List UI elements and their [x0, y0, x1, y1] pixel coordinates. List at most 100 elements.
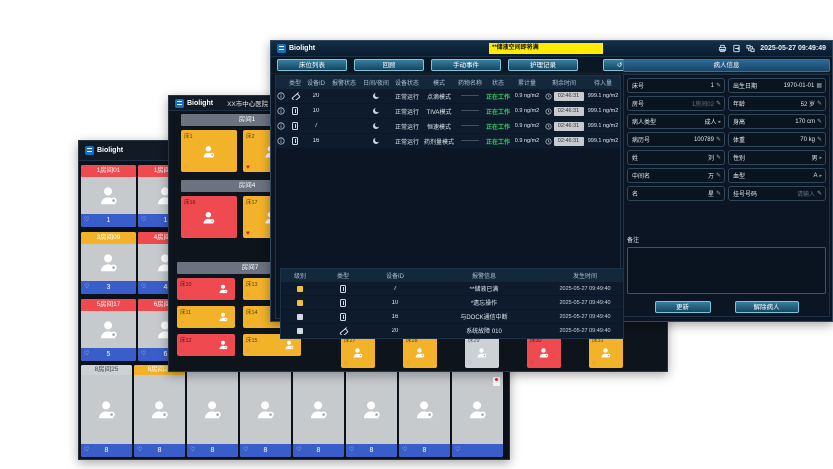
- field-edit-icon[interactable]: [817, 191, 822, 197]
- room-card[interactable]: ♡ 8: [187, 365, 238, 457]
- field-edit-icon[interactable]: [817, 101, 822, 107]
- field-edit-icon[interactable]: [819, 155, 822, 161]
- remaining-time: 02:46:31: [553, 91, 584, 101]
- heart-icon: ♡: [141, 217, 147, 223]
- field-label: 年龄: [733, 102, 746, 108]
- room-card[interactable]: 1房间01 ♡ 1: [81, 165, 136, 227]
- room-card[interactable]: 3房间09 ♡ 3: [81, 232, 136, 294]
- field-value: 男: [811, 156, 818, 162]
- patient-field[interactable]: 血型 A: [728, 168, 826, 183]
- patient-field[interactable]: 性别 男: [728, 150, 826, 165]
- bed-card[interactable]: 床11 ♡ ♥: [177, 306, 235, 328]
- room-card[interactable]: 8房间25 ♡ 8: [81, 365, 132, 457]
- device-column-header: 待入量: [593, 81, 612, 87]
- bed-card[interactable]: 床27 ♡ ♥: [341, 334, 375, 368]
- room-card[interactable]: ♡ 8: [399, 365, 450, 457]
- to-infuse-value: 999.1 ng/m2: [587, 123, 619, 129]
- update-button[interactable]: 更新: [654, 301, 711, 313]
- device-column-header: 剩余时间: [551, 81, 576, 87]
- patient-field[interactable]: 名 星: [627, 186, 725, 201]
- patient-icon: [219, 284, 228, 294]
- manual-event-button[interactable]: 手动事件: [431, 59, 501, 71]
- night-mode-icon[interactable]: [372, 107, 380, 115]
- room-card[interactable]: ♡ 8: [293, 365, 344, 457]
- notes-input[interactable]: [627, 247, 826, 294]
- bed-card[interactable]: 床10 ♡ ♥: [177, 278, 235, 300]
- field-edit-icon[interactable]: [816, 83, 822, 89]
- patient-field[interactable]: 出生日期 1970-01-01: [728, 78, 826, 93]
- heart-icon: ♡: [243, 447, 249, 453]
- bed-card[interactable]: 床1 ♡ ♥: [181, 130, 237, 172]
- field-edit-icon[interactable]: [716, 101, 721, 107]
- patient-field[interactable]: 房号 1房间02: [627, 96, 725, 111]
- room-card-bottom-row: 8房间25 ♡ 8 8房间26: [81, 365, 503, 457]
- device-row[interactable]: 10 正常运行 TIVA模式 ——— 正在工作 0.9 ng/m2 02:46:…: [276, 104, 620, 119]
- field-edit-icon[interactable]: [716, 173, 721, 179]
- patient-icon: [469, 400, 486, 418]
- field-edit-icon[interactable]: [716, 155, 721, 161]
- device-column-header: 设备状态: [394, 81, 419, 87]
- info-icon[interactable]: [277, 92, 285, 100]
- room-card-header: 3房间09: [81, 232, 136, 244]
- patient-field[interactable]: 姓 刘: [627, 150, 725, 165]
- bed-card[interactable]: 床12 ♡ ♥: [177, 334, 235, 356]
- nursing-record-button[interactable]: 护理记录: [508, 59, 578, 71]
- device-status: 正常运行: [394, 109, 419, 116]
- export-icon[interactable]: [732, 44, 741, 53]
- heart-icon: ♡: [84, 351, 90, 357]
- bed-label: 床15: [246, 338, 258, 344]
- room-card[interactable]: 5房间17 ♡ 5: [81, 299, 136, 361]
- alarm-row[interactable]: 20 系统故障 010 2025-05-27 09:49:40: [281, 324, 623, 338]
- notes-label: 备注: [627, 238, 640, 244]
- field-edit-icon[interactable]: [819, 173, 822, 179]
- night-mode-icon[interactable]: [372, 122, 380, 130]
- room-card[interactable]: ♡ 8: [240, 365, 291, 457]
- unbind-patient-button[interactable]: 解除病人: [734, 301, 799, 313]
- field-edit-icon[interactable]: [716, 191, 721, 197]
- night-mode-icon[interactable]: [372, 92, 380, 100]
- field-edit-icon[interactable]: [716, 83, 721, 89]
- field-edit-icon[interactable]: [716, 137, 721, 143]
- night-mode-icon[interactable]: [372, 137, 380, 145]
- info-icon[interactable]: [277, 137, 285, 145]
- network-icon[interactable]: [746, 44, 755, 53]
- patient-field[interactable]: 病历号 100789: [627, 132, 725, 147]
- patient-field[interactable]: 身高 170 cm: [728, 114, 826, 129]
- device-row[interactable]: 20 正常运行 点滴模式 ——— 正在工作 0.9 ng/m2 02:46:31…: [276, 89, 620, 104]
- field-edit-icon[interactable]: [817, 137, 822, 143]
- bed-card[interactable]: 床30 ♡ ♥: [527, 334, 561, 368]
- field-edit-icon[interactable]: [817, 119, 822, 125]
- patient-field[interactable]: 挂号号码 请输入: [728, 186, 826, 201]
- field-edit-icon[interactable]: [718, 119, 721, 125]
- alarm-row[interactable]: 10 *遗忘操作 2025-05-27 09:49:40: [281, 296, 623, 310]
- alarm-row[interactable]: 7 **储液已满 2025-05-27 09:49:40: [281, 282, 623, 296]
- patient-field[interactable]: 中间名 万: [627, 168, 725, 183]
- info-icon[interactable]: [277, 107, 285, 115]
- bed-card[interactable]: 床16 ♡ ♥: [181, 196, 237, 238]
- patient-field[interactable]: 年龄 52 岁: [728, 96, 826, 111]
- bed-label: 床16: [184, 200, 196, 206]
- bed-card[interactable]: 床31 ♡ ♥: [589, 334, 623, 368]
- patient-field[interactable]: 床号 1: [627, 78, 725, 93]
- room-card[interactable]: ♡ 8: [346, 365, 397, 457]
- patient-field[interactable]: 病人类型 成人: [627, 114, 725, 129]
- patient-field[interactable]: 体重 70 kg: [728, 132, 826, 147]
- patient-info-tab[interactable]: 病人信息: [623, 59, 830, 72]
- device-row[interactable]: 7 正常运行 恒速模式 ——— 正在工作 0.9 ng/m2 02:46:31 …: [276, 119, 620, 134]
- bed-card[interactable]: 床29 ♡ ♥: [465, 334, 499, 368]
- room-card-footer: ♡ 8: [134, 444, 185, 457]
- printer-icon[interactable]: [718, 44, 727, 53]
- room-card[interactable]: ♡: [452, 365, 503, 457]
- bed-card[interactable]: 床28 ♡ ♥: [403, 334, 437, 368]
- alarm-row[interactable]: 16 与DOCK通信中断 2025-05-27 09:49:40: [281, 310, 623, 324]
- room-card[interactable]: 8房间26 ♡ 8: [134, 365, 185, 457]
- device-row[interactable]: 16 正常运行 药剂量模式 ——— 正在工作 0.9 ng/m2 02:46:3…: [276, 134, 620, 149]
- review-button[interactable]: 回顾: [354, 59, 424, 71]
- field-value: A: [813, 172, 818, 179]
- room-count: 4: [163, 284, 168, 291]
- heart-icon: ♡: [190, 447, 196, 453]
- bed-list-button[interactable]: 床位列表: [277, 59, 347, 71]
- patient-icon: [285, 340, 294, 350]
- info-icon[interactable]: [277, 122, 285, 130]
- bed-card[interactable]: 床15 ♡ ♥: [243, 334, 301, 356]
